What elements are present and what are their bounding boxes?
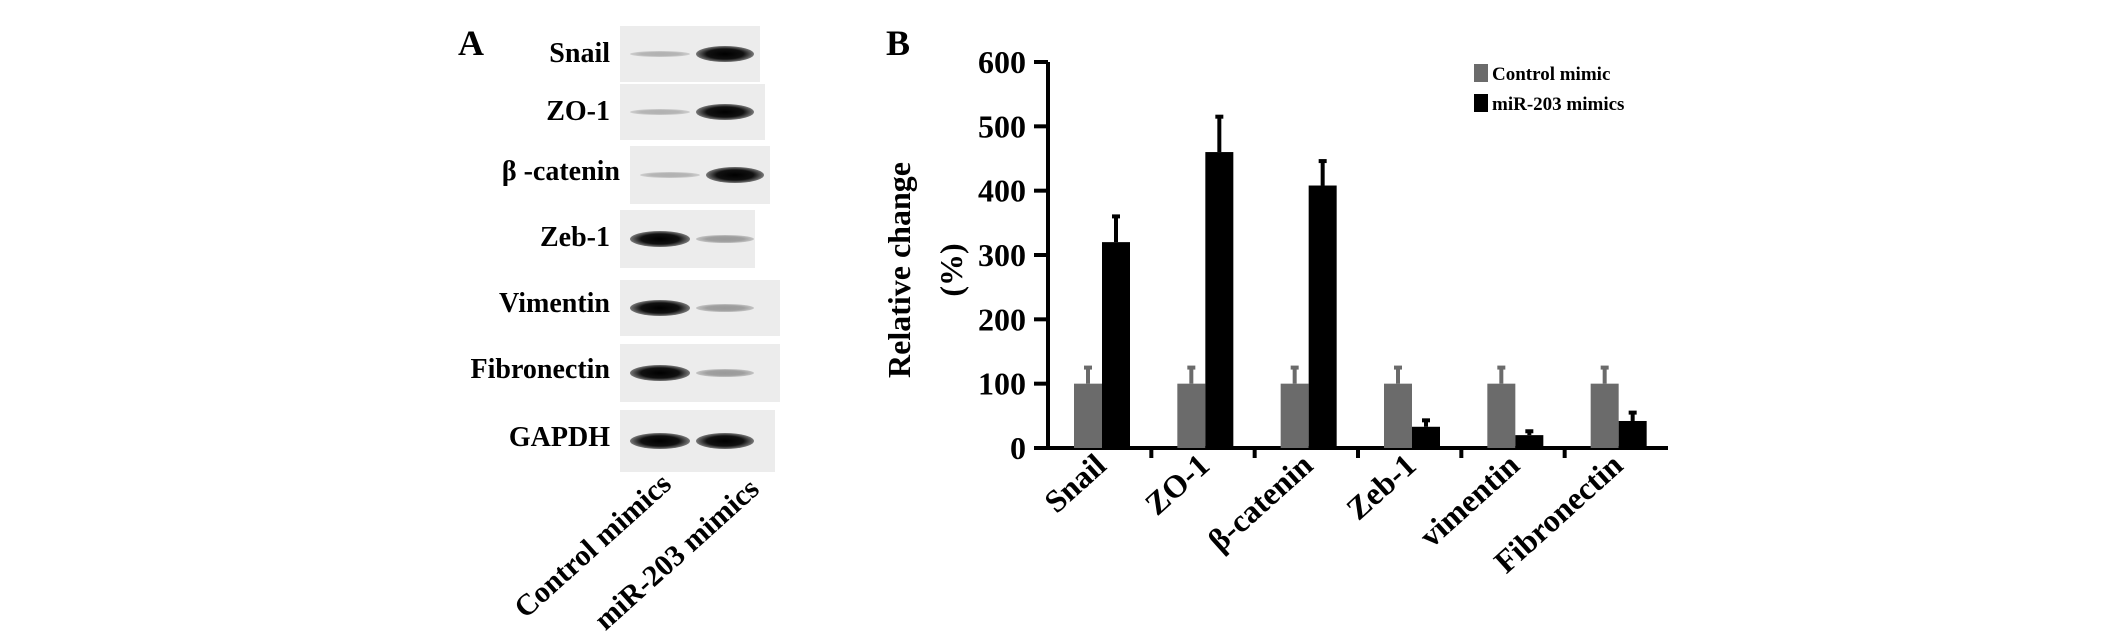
y-tick-label: 500 — [978, 108, 1026, 144]
blot-label-6: GAPDH — [508, 422, 610, 453]
blot-band — [630, 231, 690, 247]
blot-strip — [620, 410, 775, 472]
blot-band — [696, 235, 754, 243]
legend-swatch — [1474, 64, 1488, 82]
bar-mir203 — [1308, 185, 1337, 448]
bar-control — [1487, 383, 1516, 448]
blot-strip — [620, 26, 760, 82]
y-tick-label: 0 — [1010, 430, 1026, 466]
blot-band — [696, 46, 754, 62]
x-tick-label: β-catenin — [1201, 446, 1320, 558]
y-tick-label: 200 — [978, 301, 1026, 337]
blot-label-0: Snail — [549, 38, 610, 69]
x-tick-label: Zeb-1 — [1339, 446, 1423, 526]
panel-a-letter: A — [458, 23, 484, 63]
blot-label-4: Vimentin — [499, 288, 610, 319]
bar-mir203 — [1102, 242, 1130, 448]
blot-strip — [620, 210, 755, 268]
blot-band — [696, 104, 754, 120]
legend-label: miR-203 mimics — [1492, 94, 1624, 115]
blot-label-1: ZO-1 — [546, 96, 610, 127]
panel-b-letter: B — [886, 23, 911, 63]
bar-mir203 — [1205, 152, 1234, 449]
y-axis-label-unit: (%) — [933, 243, 969, 296]
y-axis-label: Relative change — [881, 162, 917, 378]
blot-strip — [620, 280, 780, 336]
blot-band — [630, 365, 690, 381]
blot-strip — [620, 84, 765, 140]
bar-control — [1280, 383, 1309, 448]
x-tick-label: Snail — [1037, 446, 1113, 519]
blot-band — [706, 167, 764, 183]
y-tick-label: 400 — [978, 173, 1026, 209]
blot-strip — [620, 344, 780, 402]
chart-legend: Control mimic miR-203 mimics — [1474, 64, 1624, 115]
blot-strip — [630, 146, 770, 204]
legend-swatch — [1474, 94, 1488, 112]
bar-control — [1384, 383, 1412, 448]
bar-control — [1177, 383, 1206, 448]
bar-control — [1074, 383, 1102, 448]
y-tick-label: 600 — [978, 44, 1026, 80]
blot-band — [696, 433, 754, 449]
bar-mir203 — [1412, 426, 1440, 448]
y-tick-label: 100 — [978, 366, 1026, 402]
blot-band — [640, 172, 700, 178]
blot-band — [696, 304, 754, 312]
chart-labels: Snail ZO-1β-catenin Zeb-1vimentinFibronect… — [1037, 446, 1629, 580]
blot-band — [630, 109, 690, 115]
blot-label-5: Fibronectin — [470, 354, 610, 385]
blot-band — [630, 300, 690, 316]
bar-chart: 0 100 200 300 400 500 600 Relative change (%) Sn… — [881, 44, 1668, 580]
y-tick-label: 300 — [978, 237, 1026, 273]
chart-axes: 0 100 200 300 400 500 600 Relative change (%) — [881, 44, 1668, 466]
bar-control — [1590, 383, 1619, 448]
blot-label-3: Zeb-1 — [540, 222, 610, 253]
blot-band — [696, 369, 754, 377]
bar-mir203 — [1618, 420, 1647, 448]
blot-band — [630, 51, 690, 57]
blot-label-2: β -catenin — [501, 156, 620, 187]
blot-band — [630, 433, 690, 449]
chart-bars — [1074, 114, 1647, 449]
legend-label: Control mimic — [1492, 64, 1610, 85]
bar-mir203 — [1515, 435, 1544, 448]
